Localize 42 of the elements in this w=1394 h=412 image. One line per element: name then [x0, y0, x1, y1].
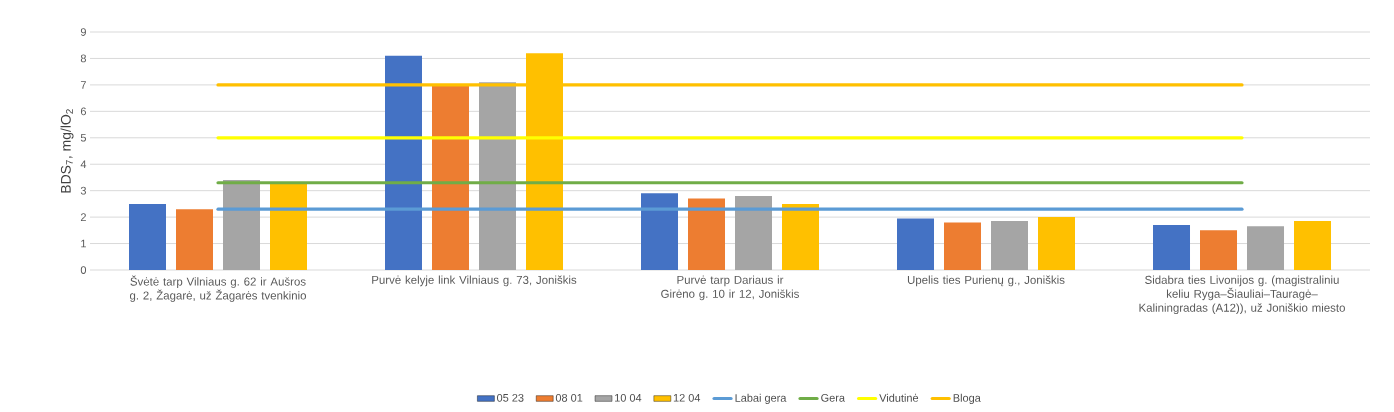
y-tick-label: 2	[80, 213, 86, 221]
bar	[1200, 230, 1238, 270]
bar	[270, 182, 307, 270]
y-tick-label: 4	[80, 160, 87, 168]
bar	[897, 218, 934, 270]
y-tick-label: 5	[80, 133, 87, 142]
legend-label: Gera	[821, 393, 845, 402]
bar	[1247, 226, 1285, 270]
legend-label: 10 04	[615, 393, 642, 402]
y-tick-label: 8	[80, 54, 86, 63]
y-axis-title: BDS$_{7}$, mg/lO$_{2}$	[60, 109, 74, 193]
y-tick-label: 1	[81, 239, 86, 248]
y-tick-label: 0	[80, 266, 87, 274]
bar	[479, 82, 516, 270]
bar	[176, 209, 213, 270]
x-tick-label: Sidabra ties Livonijos g. (magistraliniu keliu Ryga–Šiauliai–Tauragė–Kaliningradas (A12)), už Joniškio miesto	[1139, 275, 1345, 315]
legend-label: Vidutinė	[879, 393, 919, 402]
bar	[129, 203, 166, 270]
bar	[991, 221, 1028, 270]
legend-label: Labai gera	[735, 393, 787, 404]
bar	[1294, 221, 1332, 270]
x-tick-label: Purvė tarp Dariaus ir Girėno g. 10 ir 12, Joniškis	[661, 275, 799, 301]
bar	[641, 193, 678, 270]
bar	[944, 222, 981, 270]
legend-label: 12 04	[673, 393, 701, 402]
x-tick-label: Upelis ties Purienų g., Joniškis	[907, 275, 1065, 287]
y-tick-label: 7	[80, 81, 86, 89]
bar	[688, 198, 725, 270]
y-tick-label: 9	[80, 28, 86, 36]
bar	[1153, 225, 1190, 270]
bar	[432, 84, 469, 270]
y-tick-label: 6	[80, 107, 86, 116]
x-tick-label: Purvė kelyje link Vilniaus g. 73, Joniškis	[372, 275, 577, 287]
legend-label: 05 23	[497, 393, 524, 402]
bar	[735, 195, 772, 270]
legend-label: 08 01	[555, 393, 583, 402]
legend-label: Bloga	[953, 393, 981, 404]
bar	[385, 55, 422, 270]
x-tick-label: Švėtė tarp Vilniaus g. 62 ir Aušros g. 2, Žagarė, už Žagarės tvenkinio	[129, 275, 307, 302]
bar	[1038, 217, 1075, 270]
bar	[782, 203, 819, 270]
y-tick-label: 3	[80, 186, 86, 195]
